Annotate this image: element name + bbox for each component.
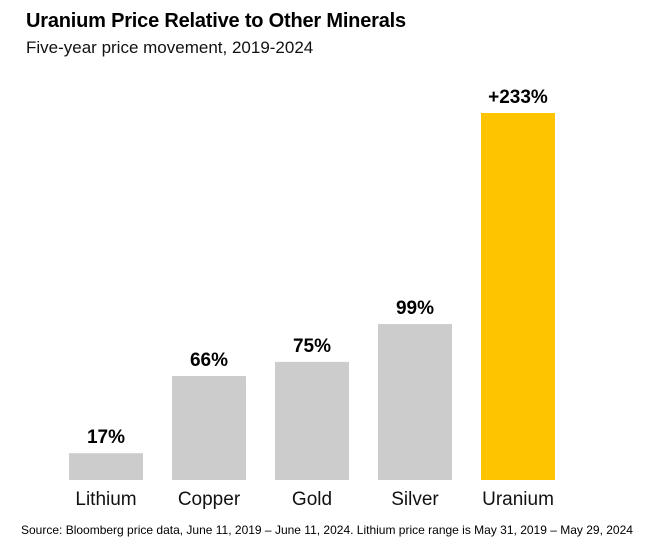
bar-uranium: [481, 113, 555, 480]
data-label: 66%: [190, 350, 228, 371]
chart-title: Uranium Price Relative to Other Minerals: [26, 10, 406, 32]
data-label: 99%: [396, 298, 434, 319]
bar-chart: 17% Lithium 66% Copper 75% Gold 99% Silver +233%…: [69, 87, 555, 510]
bar-gold: [275, 361, 349, 480]
x-tick-label: Copper: [178, 489, 241, 510]
x-tick-label: Gold: [292, 489, 332, 510]
x-tick-label: Silver: [391, 489, 439, 510]
bar-lithium: [69, 453, 143, 480]
data-label: +233%: [488, 87, 548, 108]
data-label: 75%: [293, 336, 331, 357]
chart-subtitle: Five-year price movement, 2019-2024: [26, 38, 314, 57]
bar-silver: [378, 324, 452, 480]
x-tick-label: Lithium: [75, 489, 136, 510]
data-label: 17%: [87, 427, 125, 448]
bar-copper: [172, 376, 246, 480]
x-tick-label: Uranium: [482, 489, 554, 510]
source-note: Source: Bloomberg price data, June 11, 2…: [21, 523, 633, 537]
